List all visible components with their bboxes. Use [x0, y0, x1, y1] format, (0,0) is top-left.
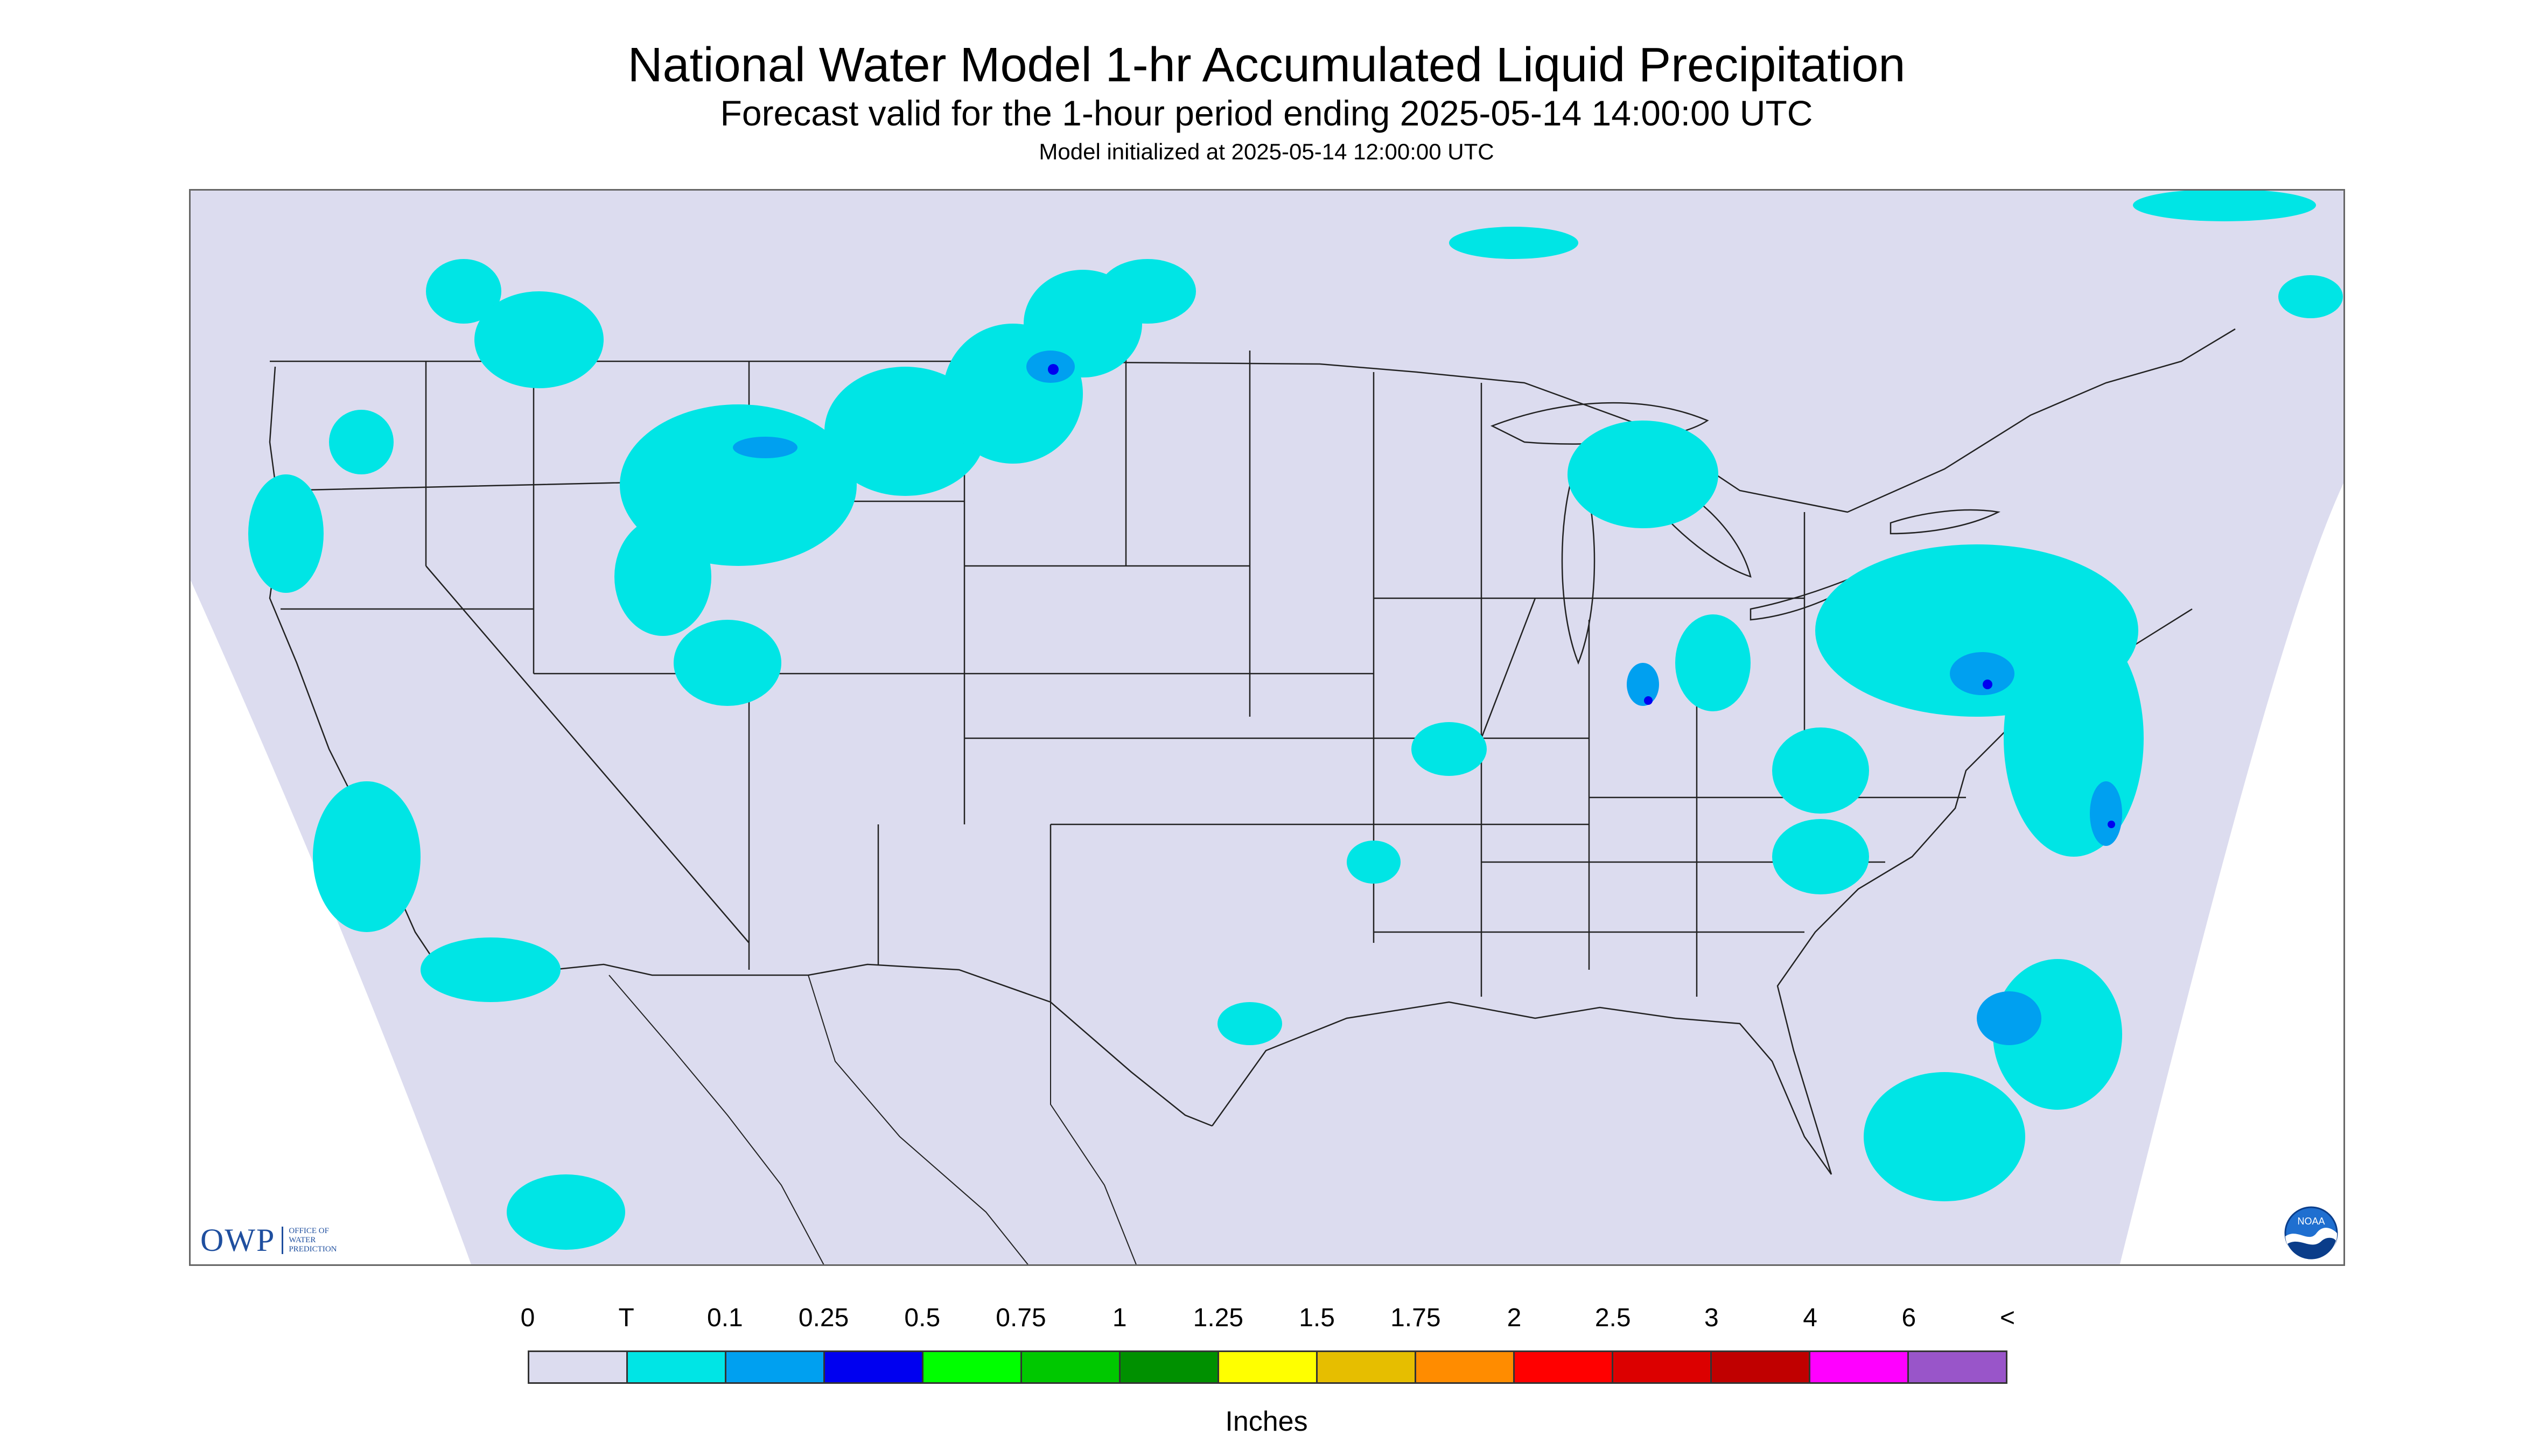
legend-tick-label: 0.75	[996, 1304, 1046, 1332]
legend-swatch	[825, 1352, 923, 1382]
legend-tick-label: 0.1	[707, 1304, 743, 1332]
legend-swatch	[923, 1352, 1022, 1382]
owp-logo: OWP OFFICE OF WATER PREDICTION	[200, 1221, 337, 1259]
legend-swatch	[1416, 1352, 1515, 1382]
svg-text:NOAA: NOAA	[2297, 1216, 2325, 1227]
legend-swatch	[1613, 1352, 1712, 1382]
legend-swatch	[1909, 1352, 2006, 1382]
legend-swatch	[529, 1352, 628, 1382]
legend-tick-label: 1.5	[1299, 1304, 1335, 1332]
precip-light	[733, 351, 2122, 1045]
legend-swatch	[1318, 1352, 1416, 1382]
legend-swatch	[1219, 1352, 1318, 1382]
map-title: National Water Model 1-hr Accumulated Li…	[627, 38, 1906, 92]
legend-swatch	[1515, 1352, 1613, 1382]
legend-swatch	[1121, 1352, 1219, 1382]
model-init-time: Model initialized at 2025-05-14 12:00:00…	[1039, 139, 1494, 164]
legend-labels: 0 T 0.1 0.25 0.5 0.75 1 1.25 1.5 1.75 2 2.5 3 4 6 <	[0, 1303, 2533, 1341]
legend-tick-label: <	[1999, 1304, 2016, 1332]
legend-tick-label: 2.5	[1594, 1304, 1631, 1332]
legend-units: Inches	[1225, 1406, 1308, 1437]
legend-tick-label: 0.25	[798, 1304, 849, 1332]
precip-trace	[248, 189, 2343, 1250]
legend-tick-label: 1.75	[1390, 1304, 1441, 1332]
legend-tick-label: 2	[1507, 1304, 1522, 1332]
legend-tick-label: 0	[520, 1304, 535, 1332]
legend-swatch	[1810, 1352, 1909, 1382]
owp-logo-mark: OWP	[200, 1222, 276, 1258]
precip-moderate	[1048, 364, 2115, 828]
legend-tick-label: 3	[1704, 1304, 1719, 1332]
mexico-boundaries	[608, 975, 1137, 1266]
legend-tick-label: T	[618, 1304, 634, 1332]
map-subtitle: Forecast valid for the 1-hour period end…	[720, 93, 1813, 133]
map-frame	[189, 189, 2345, 1266]
precipitation-map	[189, 189, 2345, 1266]
legend-swatch	[1022, 1352, 1121, 1382]
legend-swatch	[726, 1352, 825, 1382]
legend-colorbar	[528, 1350, 2007, 1384]
legend-tick-label: 1.25	[1193, 1304, 1244, 1332]
noaa-logo-icon: NOAA	[2284, 1206, 2338, 1260]
legend-swatch	[1712, 1352, 1810, 1382]
legend-swatch	[628, 1352, 726, 1382]
legend-tick-label: 4	[1803, 1304, 1817, 1332]
legend-tick-label: 1	[1112, 1304, 1127, 1332]
legend-tick-label: 6	[1901, 1304, 1916, 1332]
owp-logo-subtitle: OFFICE OF WATER PREDICTION	[282, 1226, 337, 1254]
legend-tick-label: 0.5	[904, 1304, 941, 1332]
